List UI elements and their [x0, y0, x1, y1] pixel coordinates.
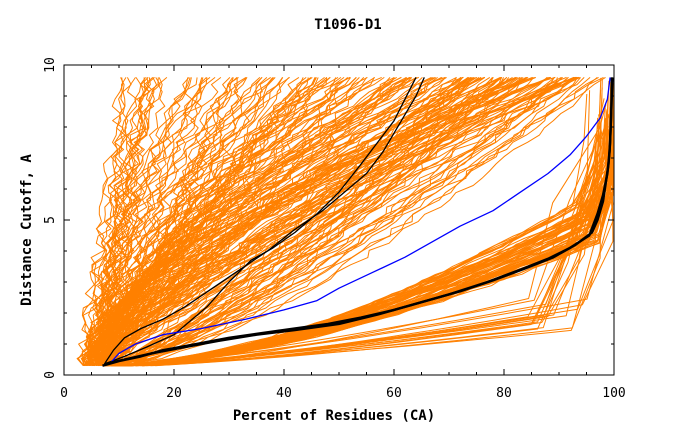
series-line	[116, 182, 610, 367]
series-line	[95, 77, 261, 367]
series-line	[102, 77, 129, 367]
series-line	[111, 77, 274, 366]
series-line	[110, 76, 606, 367]
series-line	[120, 77, 581, 367]
series-line	[115, 77, 556, 367]
series-line	[105, 77, 528, 367]
series-line	[115, 77, 555, 367]
series-line	[105, 77, 276, 366]
series-line	[106, 77, 168, 366]
series-line	[110, 76, 599, 367]
series-line	[86, 76, 513, 367]
series-line	[111, 77, 317, 366]
y-axis-label: Distance Cutoff, A	[19, 154, 35, 306]
series-line	[129, 77, 505, 367]
series-line	[102, 77, 534, 367]
highlight-series-line	[103, 77, 614, 366]
series-line	[102, 77, 208, 366]
series-line	[112, 77, 238, 367]
series-line	[98, 77, 155, 366]
chart-title: T1096-D1	[314, 17, 381, 33]
series-line	[95, 77, 189, 366]
series-line	[128, 76, 569, 367]
series-line	[111, 76, 562, 367]
series-line	[113, 77, 231, 366]
series-line	[122, 127, 602, 367]
series-line	[121, 77, 598, 367]
tick-label: 5	[43, 216, 58, 224]
tick-label: 20	[166, 386, 182, 401]
series-line	[124, 76, 575, 367]
x-axis-label: Percent of Residues (CA)	[233, 408, 435, 424]
series-line	[100, 77, 125, 366]
highlight-series-line	[104, 77, 425, 363]
series-line	[117, 77, 469, 367]
tick-label: 80	[496, 386, 512, 401]
series-line	[109, 98, 614, 367]
tick-label: 0	[60, 386, 68, 401]
ticks-layer: 0 20 40 60 80 100 0 5 10	[43, 57, 626, 401]
series-line	[108, 77, 510, 367]
highlight-series-line	[107, 77, 417, 364]
tick-label: 60	[386, 386, 402, 401]
series-line	[77, 77, 151, 367]
series-line	[114, 76, 578, 367]
tick-label: 0	[43, 371, 58, 379]
series-line	[101, 77, 578, 367]
series-layer	[76, 76, 614, 367]
highlight-layer	[102, 77, 614, 367]
tick-label: 40	[276, 386, 292, 401]
series-line	[88, 77, 149, 366]
series-line	[113, 76, 517, 367]
highlight-series-line	[110, 77, 611, 364]
series-line	[95, 77, 395, 367]
series-line	[129, 77, 502, 367]
tick-label: 10	[43, 57, 58, 73]
series-line	[111, 111, 608, 367]
series-line	[100, 76, 567, 367]
series-line	[102, 77, 591, 367]
series-line	[99, 77, 309, 367]
series-line	[118, 76, 469, 367]
tick-label: 100	[602, 386, 625, 401]
series-line	[115, 140, 603, 367]
series-line	[92, 77, 268, 366]
series-line	[129, 187, 601, 367]
series-line	[114, 135, 601, 367]
series-line	[110, 77, 327, 366]
